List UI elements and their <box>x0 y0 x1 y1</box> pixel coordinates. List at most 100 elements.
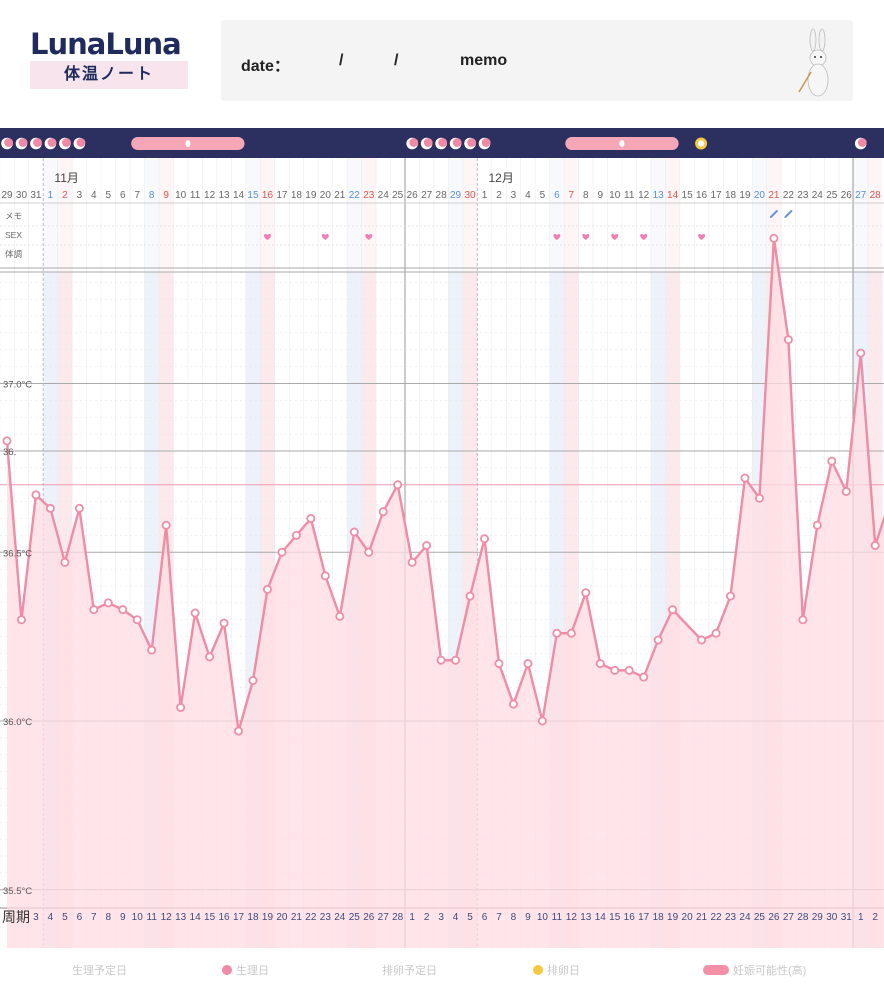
cycle-day-label: 16 <box>218 912 230 923</box>
temperature-point <box>45 503 55 513</box>
temperature-point <box>508 699 518 709</box>
y-tick-label: 36.0°C <box>3 717 32 728</box>
memo-label: memo <box>460 52 508 69</box>
y-tick-label: 36. <box>3 447 16 458</box>
cycle-day-label: 24 <box>739 912 751 923</box>
date-label: 12 <box>638 190 650 201</box>
cycle-day-label: 8 <box>511 912 517 923</box>
temperature-point <box>624 665 634 675</box>
temperature-point <box>711 628 721 638</box>
heart-icon <box>698 233 706 240</box>
date-memo-box: date： / / memo <box>221 20 853 101</box>
legend-item: 排卵予定日 <box>382 962 437 978</box>
row-label: メモ <box>5 211 22 221</box>
period-icon-moon <box>76 138 86 147</box>
legend-swatch-icon <box>222 965 232 975</box>
drop-icon <box>185 140 191 147</box>
legend-item: 生理予定日 <box>72 962 127 978</box>
date-label: 1 <box>48 190 54 201</box>
period-icon-moon <box>423 138 433 147</box>
cycle-day-label: 2 <box>424 912 430 923</box>
temperature-point <box>870 541 880 551</box>
cycle-day-label: 27 <box>378 912 390 923</box>
temperature-point <box>769 233 779 243</box>
date-label: 22 <box>783 190 795 201</box>
period-icon-moon <box>467 138 477 147</box>
date-label: 28 <box>436 190 448 201</box>
temperature-point <box>783 335 793 345</box>
period-icon-moon <box>18 138 28 147</box>
temperature-point <box>118 605 128 615</box>
cycle-day-label: 23 <box>725 912 737 923</box>
period-icon-moon <box>33 138 42 147</box>
date-label: 11 <box>190 190 201 201</box>
temperature-area <box>7 238 884 948</box>
date-label: 1 <box>482 190 488 201</box>
date-label: 30 <box>464 190 476 201</box>
temperature-point <box>132 615 142 625</box>
temperature-point <box>176 703 186 713</box>
ovulation-icon-center <box>697 140 705 147</box>
cycle-day-label: 19 <box>667 912 679 923</box>
date-label: 9 <box>163 190 169 201</box>
date-label: 3 <box>511 190 517 201</box>
date-label: 17 <box>710 190 722 201</box>
heart-icon <box>582 233 590 240</box>
temperature-point <box>103 598 113 608</box>
pencil-icon <box>784 210 793 218</box>
cycle-day-label: 17 <box>638 912 650 923</box>
legend-item: 生理日 <box>222 962 269 978</box>
temperature-point <box>653 635 663 645</box>
date-band <box>0 158 884 272</box>
temperature-point <box>335 611 345 621</box>
temperature-point <box>262 584 272 594</box>
date-label: 13 <box>218 190 230 201</box>
month-label: 11月 <box>54 171 78 185</box>
date-label: 24 <box>378 190 390 201</box>
heart-icon <box>553 233 561 240</box>
temperature-point <box>306 514 316 524</box>
temperature-point <box>205 652 215 662</box>
cycle-day-label: 10 <box>132 912 144 923</box>
temperature-point <box>581 588 591 598</box>
cycle-day-label: 1 <box>409 912 415 923</box>
date-slash-2: / <box>394 52 399 69</box>
cycle-day-label: 11 <box>147 912 158 923</box>
legend-label: 生理予定日 <box>72 965 127 977</box>
temperature-point <box>610 665 620 675</box>
date-label: 11 <box>624 190 635 201</box>
lunaluna-logo: LunaLuna 体温ノート <box>30 28 190 90</box>
date-label: 15 <box>247 190 259 201</box>
date-label: 19 <box>305 190 317 201</box>
legend-swatch-icon <box>533 965 543 975</box>
cycle-day-label: 19 <box>262 912 274 923</box>
cycle-day-label: 30 <box>826 912 838 923</box>
date-label: 21 <box>768 190 780 201</box>
date-label: 3 <box>77 190 83 201</box>
date-label: 26 <box>407 190 419 201</box>
date-label: 14 <box>667 190 679 201</box>
temperature-point <box>219 618 229 628</box>
cycle-day-label: 13 <box>580 912 592 923</box>
cycle-day-label: 14 <box>595 912 607 923</box>
temperature-point <box>16 615 26 625</box>
temperature-point <box>364 547 374 557</box>
temperature-point <box>537 716 547 726</box>
cycle-day-label: 21 <box>291 912 303 923</box>
cycle-day-label: 12 <box>566 912 578 923</box>
period-icon-moon <box>452 138 462 147</box>
cycle-day-label: 6 <box>77 912 83 923</box>
temperature-point <box>480 534 490 544</box>
date-label: 2 <box>496 190 502 201</box>
date-label: 6 <box>120 190 126 201</box>
temperature-point <box>494 659 504 669</box>
date-label: date： <box>241 58 290 75</box>
cycle-day-label: 3 <box>438 912 444 923</box>
temperature-point <box>841 486 851 496</box>
temperature-point <box>668 605 678 615</box>
temperature-point <box>697 635 707 645</box>
temperature-point <box>856 348 866 358</box>
cycle-day-label: 6 <box>482 912 488 923</box>
date-label: 2 <box>62 190 68 201</box>
row-label: SEX <box>5 230 22 240</box>
